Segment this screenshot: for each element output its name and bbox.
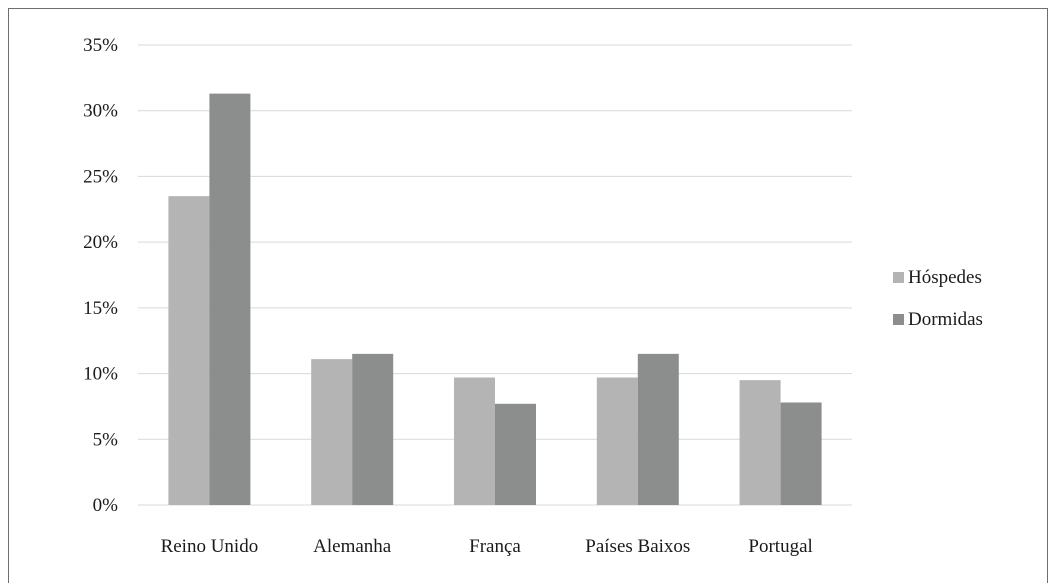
legend-label: Hóspedes (908, 267, 982, 288)
bar-dormidas (352, 353, 394, 505)
legend-swatch (893, 314, 904, 325)
y-tick-label: 0% (93, 495, 119, 516)
bar-hóspedes (739, 380, 781, 505)
bar-hóspedes (596, 377, 638, 505)
y-tick-label: 30% (83, 101, 118, 122)
legend-label: Dormidas (908, 309, 983, 330)
y-tick-label: 35% (83, 35, 118, 56)
y-tick-label: 10% (83, 364, 118, 385)
bar-dormidas (209, 93, 251, 505)
y-tick-label: 20% (83, 232, 118, 253)
x-category-label: Alemanha (313, 536, 392, 557)
legend-swatch (893, 272, 904, 283)
bar-dormidas (780, 402, 822, 505)
bars (168, 93, 822, 505)
x-category-label: Portugal (748, 536, 812, 557)
legend: Hóspedes Dormidas (893, 267, 983, 330)
bar-dormidas (637, 353, 679, 505)
y-axis-tick-labels: 0% 5% 10% 15% 20% 25% 30% 35% (83, 35, 118, 516)
bar-hóspedes (168, 196, 210, 505)
bar-hóspedes (454, 377, 495, 505)
y-tick-label: 5% (93, 429, 119, 450)
y-tick-label: 15% (83, 298, 118, 319)
y-tick-label: 25% (83, 166, 118, 187)
x-category-label: Países Baixos (585, 536, 690, 557)
bar-hóspedes (311, 359, 353, 505)
x-category-label: França (469, 536, 521, 557)
bar-dormidas (495, 403, 536, 505)
x-category-label: Reino Unido (161, 536, 259, 557)
x-axis-category-labels: Reino Unido Alemanha França Países Baixos Po… (161, 536, 813, 557)
